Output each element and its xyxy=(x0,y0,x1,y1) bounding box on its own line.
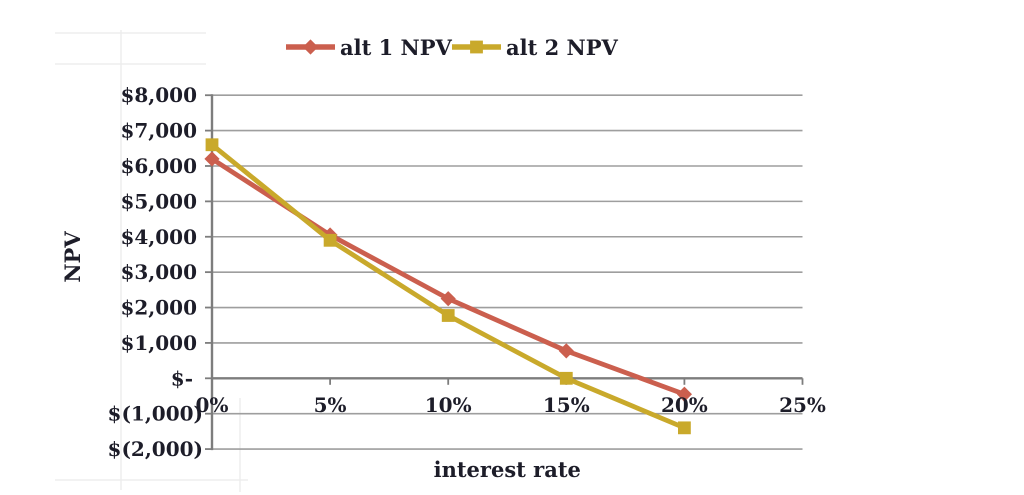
data-marker-diamond xyxy=(440,291,456,307)
y-tick-label: $3,000 xyxy=(120,260,197,284)
x-tick-label: 10% xyxy=(425,393,472,417)
y-tick-label: $4,000 xyxy=(120,225,197,249)
series-line xyxy=(209,142,687,431)
legend-item-alt-2-npv[interactable]: alt 2 NPV xyxy=(452,35,619,60)
y-tick-label: $1,000 xyxy=(120,331,197,355)
data-marker-square xyxy=(205,138,219,152)
series-alt-1-npv[interactable] xyxy=(204,151,692,402)
legend: alt 1 NPV alt 2 NPV xyxy=(286,35,619,60)
y-tick-label: $2,000 xyxy=(120,296,197,320)
y-tick-label: $5,000 xyxy=(120,189,197,213)
x-tick-label: 0% xyxy=(196,393,229,417)
x-tick-label: 5% xyxy=(314,393,347,417)
data-marker-square xyxy=(323,233,337,247)
data-marker-square xyxy=(470,40,483,54)
legend-label: alt 2 NPV xyxy=(506,35,619,60)
data-marker-diamond xyxy=(676,386,692,402)
y-tick-label: $7,000 xyxy=(120,119,197,143)
x-axis-title: interest rate xyxy=(434,457,581,482)
y-tick-labels: $8,000 $7,000 $6,000 $5,000 $4,000 $3,000 $2,0… xyxy=(108,83,203,461)
legend-item-alt-1-npv[interactable]: alt 1 NPV xyxy=(286,35,453,60)
y-tick-label: $6,000 xyxy=(120,154,197,178)
data-marker-diamond xyxy=(558,343,574,359)
x-tick-labels: 0% 5% 10% 15% 20% 25% xyxy=(196,393,826,417)
x-tick-label: 15% xyxy=(543,393,590,417)
y-tick-label: $- xyxy=(171,366,193,390)
gridlines xyxy=(212,94,803,450)
y-axis-title: NPV xyxy=(60,231,85,283)
data-marker-diamond xyxy=(204,151,220,167)
series-line xyxy=(209,156,687,397)
legend-label: alt 1 NPV xyxy=(340,35,453,60)
data-marker-square xyxy=(441,309,455,322)
y-tick-label: $(2,000) xyxy=(108,437,203,461)
x-tick-label: 25% xyxy=(779,393,826,417)
series-alt-2-npv[interactable] xyxy=(205,138,691,435)
data-marker-square xyxy=(678,421,691,435)
y-tick-label: $(1,000) xyxy=(108,402,203,426)
data-marker-square xyxy=(559,371,573,385)
x-tick-label: 20% xyxy=(661,393,708,417)
data-marker-diamond xyxy=(302,39,319,55)
y-tick-label: $8,000 xyxy=(120,83,197,107)
